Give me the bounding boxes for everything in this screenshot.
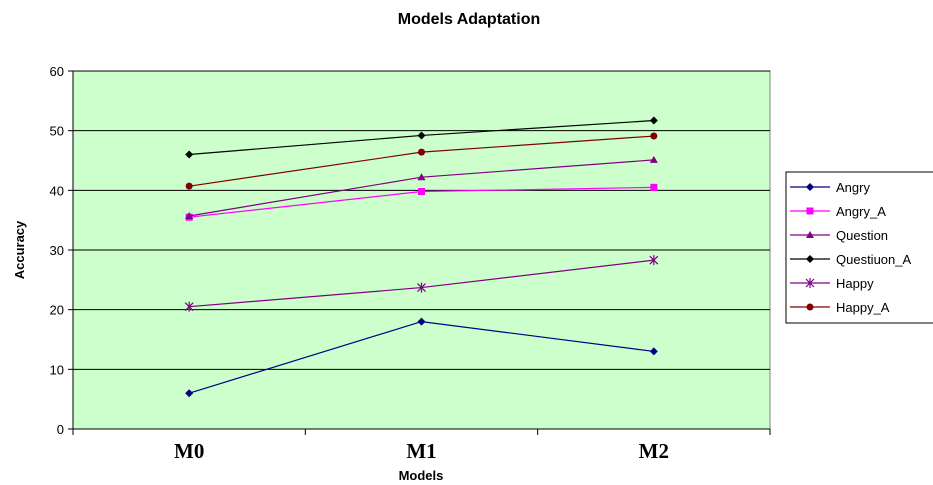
- point-happy-m0: [184, 301, 194, 312]
- legend-marker-happy: [805, 278, 815, 288]
- x-tick-label-m2: M2: [639, 439, 669, 463]
- legend-label-questiuon-a: Questiuon_A: [836, 252, 911, 267]
- y-tick-label-10: 10: [50, 362, 64, 377]
- legend-marker-happy-a: [806, 303, 814, 311]
- legend-marker-questiuon-a: [806, 255, 814, 263]
- point-angry-m2: [649, 347, 658, 356]
- series-group: [184, 116, 659, 398]
- legend-marker-angry: [806, 183, 814, 191]
- legend-item-angry: Angry: [790, 180, 870, 195]
- axes: 0 10 20 30 40 50 60 M0 M1 M2: [50, 64, 771, 463]
- point-question-m2: [649, 155, 658, 163]
- legend-box: [785, 171, 933, 324]
- y-axis-title: Accuracy: [12, 220, 27, 279]
- point-question-m1: [417, 173, 426, 181]
- legend-label-angry: Angry: [836, 180, 870, 195]
- chart-title: Models Adaptation: [398, 11, 541, 28]
- point-angry-a-m2: [650, 183, 658, 191]
- y-tick-label-40: 40: [50, 183, 64, 198]
- legend-item-happy: Happy: [790, 276, 874, 291]
- point-questiuon-a-m0: [185, 150, 194, 159]
- series-angry: [185, 317, 658, 398]
- y-tick-label-20: 20: [50, 303, 64, 318]
- legend-item-questiuon-a: Questiuon_A: [790, 252, 911, 267]
- point-question-m0: [185, 211, 194, 219]
- point-happy-m1: [417, 282, 426, 293]
- legend-marker-angry-a: [806, 207, 814, 215]
- series-happy: [184, 255, 659, 312]
- y-tick-label-60: 60: [50, 64, 64, 79]
- point-angry-m0: [185, 389, 194, 398]
- legend-item-angry-a: Angry_A: [790, 204, 886, 219]
- y-tick-label-0: 0: [57, 422, 64, 437]
- legend-item-happy-a: Happy_A: [790, 300, 890, 315]
- legend-item-question: Question: [790, 228, 888, 243]
- legend-marker-question: [806, 231, 814, 238]
- point-happy-a-m1: [418, 148, 425, 156]
- y-tick-label-50: 50: [50, 124, 64, 139]
- legend: Angry Angry_A Question Questiuon_A Happy Happ…: [785, 171, 933, 324]
- point-happy-m2: [649, 255, 659, 266]
- y-tick-label-30: 30: [50, 243, 64, 258]
- point-questiuon-a-m1: [417, 131, 426, 140]
- x-tick-label-m1: M1: [406, 439, 436, 463]
- series-question: [185, 155, 658, 219]
- series-questiuon-a: [185, 116, 658, 159]
- point-happy-a-m2: [650, 132, 658, 140]
- point-angry-a-m1: [418, 188, 425, 196]
- point-questiuon-a-m2: [649, 116, 658, 125]
- x-axis-title: Models: [399, 468, 444, 483]
- legend-label-question: Question: [836, 228, 888, 243]
- legend-label-happy-a: Happy_A: [836, 300, 890, 315]
- x-tick-label-m0: M0: [174, 439, 204, 463]
- series-happy-a: [185, 132, 658, 190]
- point-angry-m1: [417, 317, 426, 326]
- legend-label-happy: Happy: [836, 276, 874, 291]
- legend-label-angry-a: Angry_A: [836, 204, 886, 219]
- point-happy-a-m0: [185, 182, 193, 190]
